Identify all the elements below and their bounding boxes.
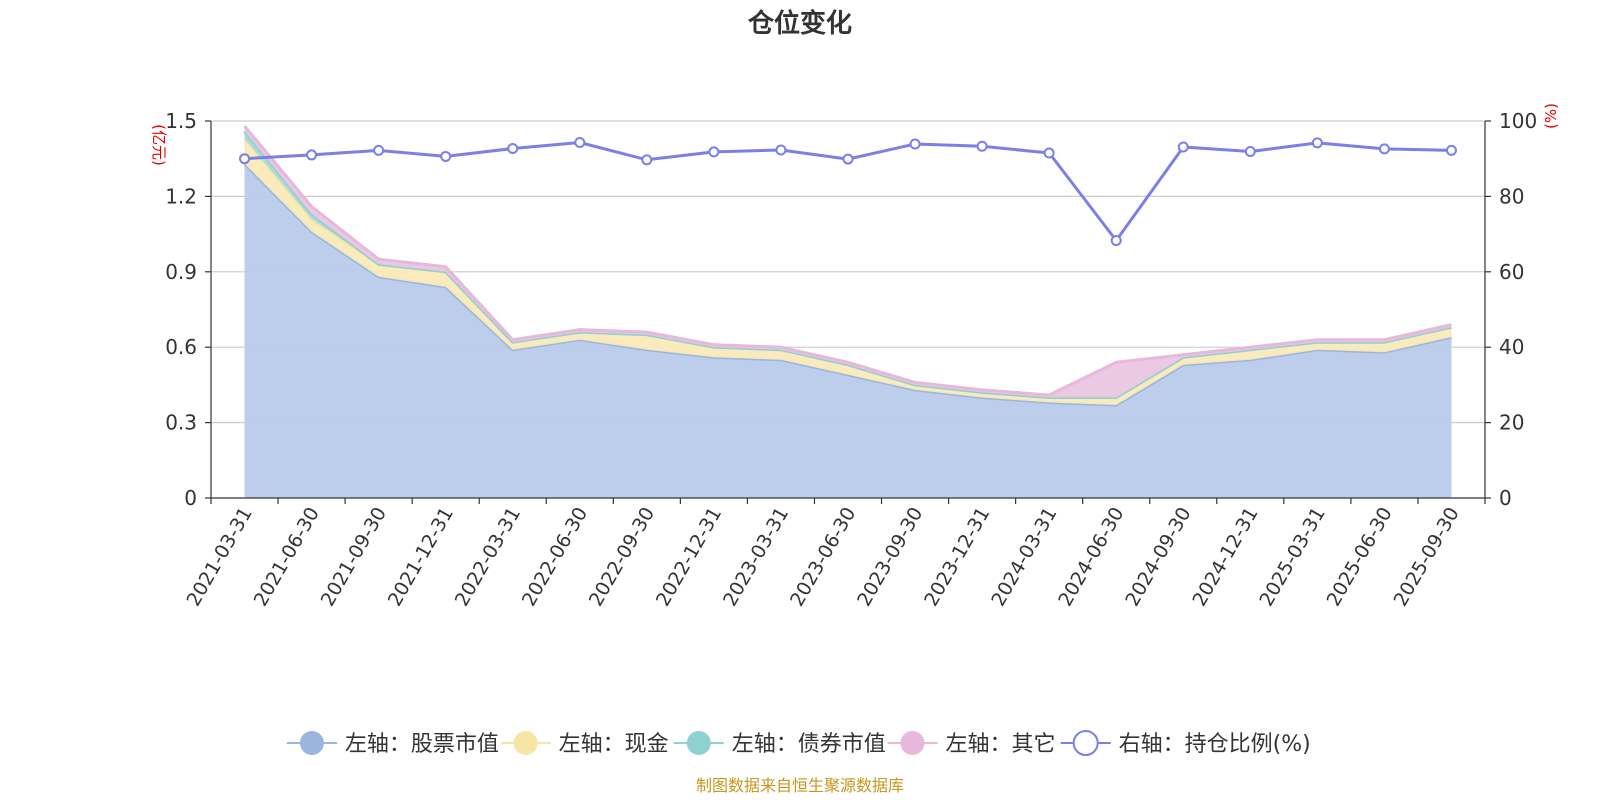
left-tick-label: 1.2 [165, 184, 197, 208]
ratio-point [1043, 147, 1055, 159]
left-tick-label: 0.9 [165, 260, 197, 284]
right-axis-unit: (%) [1542, 103, 1560, 129]
legend: 左轴：股票市值 左轴：现金 左轴：债券市值 左轴：其它 右轴：持仓比例(%) [286, 730, 1311, 757]
ratio-point [708, 146, 720, 158]
ratio-point [306, 149, 318, 161]
left-axis-unit: (亿元) [150, 124, 168, 166]
legend-marker [686, 731, 711, 755]
legend-marker [513, 731, 538, 755]
right-tick-label: 20 [1499, 411, 1524, 435]
data-source-footer: 制图数据来自恒生聚源数据库 [696, 776, 904, 795]
legend-label: 右轴：持仓比例(%) [1119, 732, 1311, 757]
x-tick-label: 2024-06-30 [1054, 504, 1128, 611]
ratio-point [641, 154, 653, 166]
left-tick-label: 1.5 [165, 109, 197, 133]
right-tick-label: 60 [1499, 260, 1524, 284]
left-tick-label: 0.3 [165, 411, 197, 435]
x-tick-label: 2022-06-30 [518, 504, 592, 611]
area-4-edge [243, 125, 1452, 397]
ratio-point [1177, 141, 1189, 153]
legend-marker [900, 731, 925, 755]
ratio-point [574, 136, 586, 148]
ratio-point [1378, 143, 1390, 155]
right-tick-label: 40 [1499, 335, 1524, 359]
legend-label: 左轴：其它 [945, 732, 1055, 757]
x-tick-label: 2021-09-30 [317, 504, 391, 611]
legend-item-1[interactable]: 左轴：股票市值 [286, 731, 499, 757]
ratio-point [1445, 144, 1457, 156]
x-tick-label: 2025-03-31 [1255, 504, 1329, 611]
legend-label: 左轴：股票市值 [345, 732, 499, 757]
left-tick-label: 0 [184, 486, 197, 510]
ratio-point [775, 144, 787, 156]
ratio-point [507, 143, 519, 155]
x-tick-label: 2023-06-30 [786, 504, 860, 611]
ratio-point [1110, 235, 1122, 247]
x-tick-label: 2021-03-31 [183, 504, 257, 611]
x-tick-label: 2025-09-30 [1390, 504, 1464, 611]
legend-marker [1072, 730, 1099, 756]
x-tick-label: 2023-12-31 [920, 503, 994, 610]
legend-item-2[interactable]: 左轴：现金 [500, 731, 669, 757]
ratio-point [909, 138, 921, 150]
ratio-point [440, 150, 452, 162]
ratio-point [976, 140, 988, 152]
ratio-point [373, 144, 385, 156]
right-tick-label: 100 [1499, 109, 1537, 133]
legend-label: 左轴：债券市值 [732, 732, 886, 757]
position-ratio-line [239, 136, 1457, 247]
right-tick-label: 0 [1499, 486, 1512, 510]
x-tick-label: 2022-12-31 [652, 504, 726, 611]
x-tick-label: 2024-03-31 [987, 504, 1061, 611]
x-tick-label: 2021-06-30 [250, 504, 324, 611]
left-tick-label: 0.6 [165, 335, 197, 359]
x-tick-label: 2023-09-30 [853, 504, 927, 611]
ratio-point [1244, 146, 1256, 158]
area-1 [244, 163, 1452, 498]
ratio-point [842, 153, 854, 165]
x-tick-label: 2023-03-31 [719, 504, 793, 611]
x-tick-label: 2025-06-30 [1322, 504, 1396, 611]
chart-title: 仓位变化 [747, 8, 852, 39]
x-tick-label: 2022-03-31 [451, 504, 525, 611]
x-tick-label: 2024-09-30 [1121, 504, 1195, 611]
legend-item-5[interactable]: 右轴：持仓比例(%) [1060, 730, 1311, 757]
legend-item-3[interactable]: 左轴：债券市值 [673, 731, 886, 757]
ratio-point [239, 153, 251, 165]
ratio-point [1311, 137, 1323, 149]
right-tick-label: 80 [1499, 184, 1524, 208]
stacked-areas [243, 125, 1452, 498]
legend-marker [299, 731, 324, 755]
legend-label: 左轴：现金 [559, 732, 669, 757]
x-tick-label: 2022-09-30 [585, 504, 659, 611]
legend-item-4[interactable]: 左轴：其它 [887, 731, 1055, 757]
x-tick-label: 2024-12-31 [1188, 504, 1262, 611]
x-tick-label: 2021-12-31 [384, 504, 458, 611]
